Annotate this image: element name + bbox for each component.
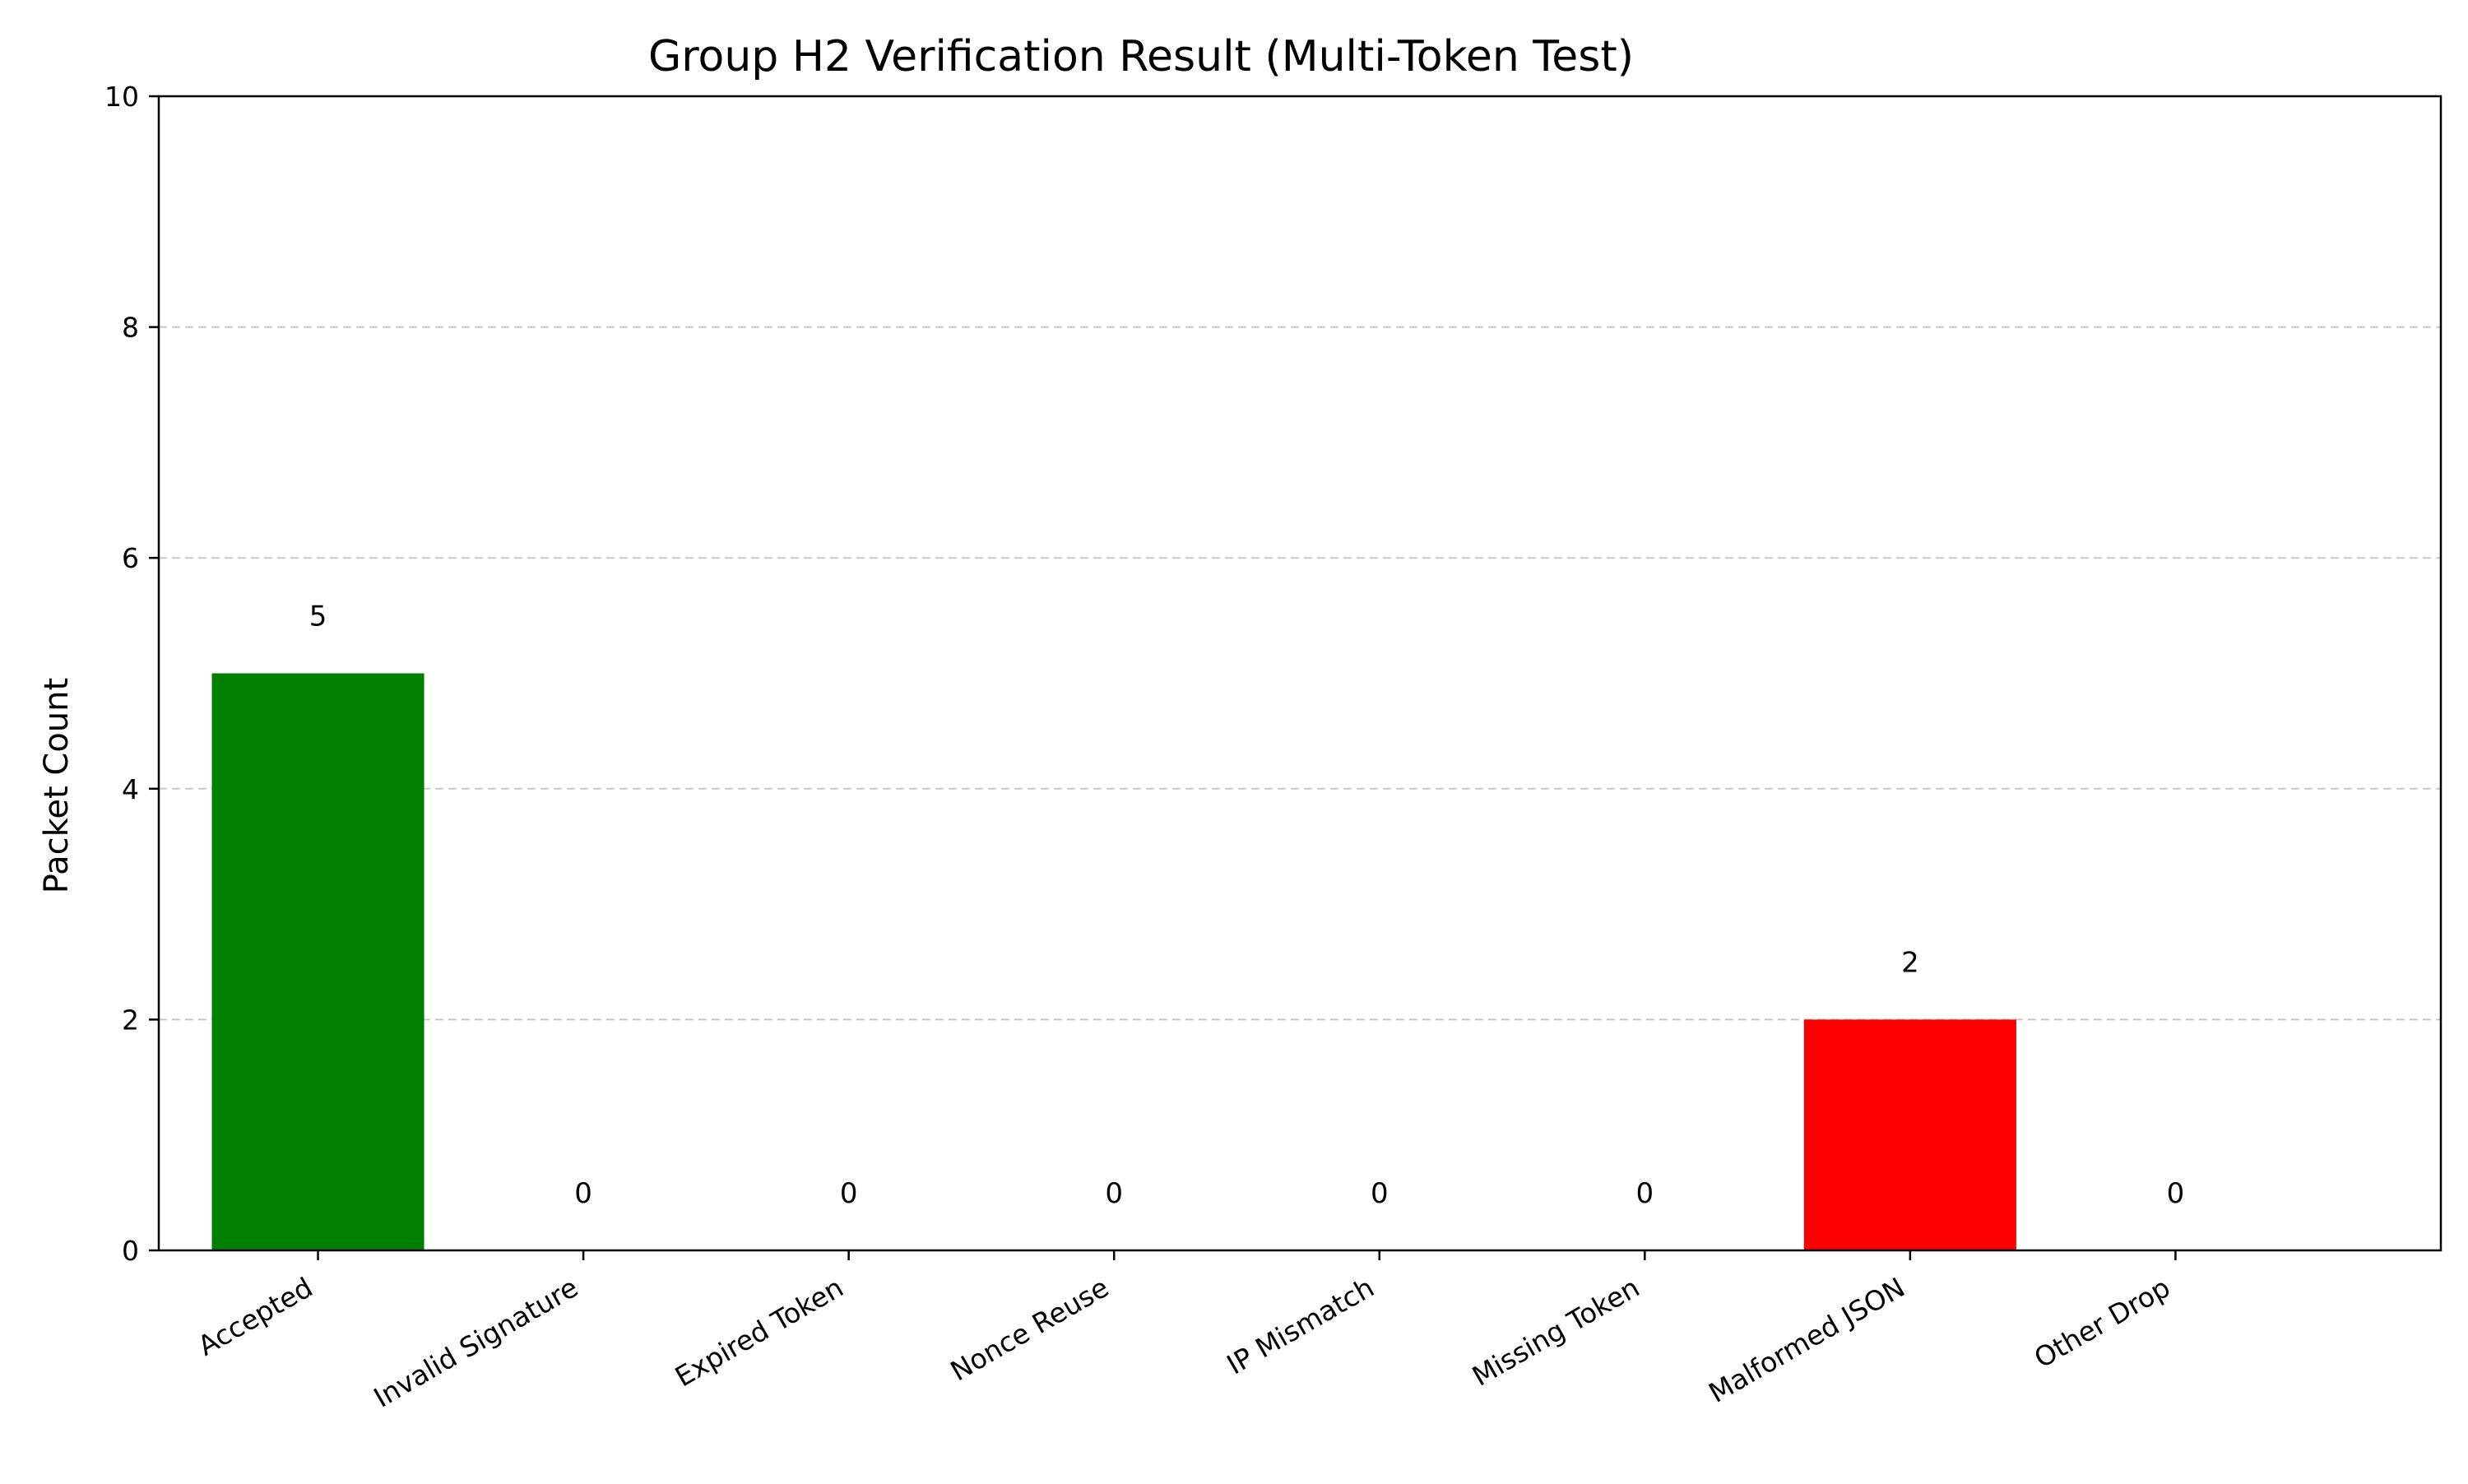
y-tick-label: 8 [122, 312, 139, 344]
value-label: 0 [1105, 1177, 1123, 1210]
y-tick-label: 2 [122, 1004, 139, 1036]
value-label: 0 [1636, 1177, 1654, 1210]
y-tick-label: 4 [122, 773, 139, 805]
value-label: 0 [2167, 1177, 2185, 1210]
y-tick-label: 0 [122, 1235, 139, 1267]
value-label: 0 [840, 1177, 858, 1210]
y-tick-label: 10 [104, 81, 139, 113]
bars [211, 673, 2016, 1250]
y-axis-label: Packet Count [38, 678, 76, 893]
value-labels: 5 0 0 0 0 0 2 0 [309, 600, 2185, 1210]
value-label: 0 [1371, 1177, 1389, 1210]
gridlines [159, 326, 2441, 1021]
value-label: 0 [574, 1177, 592, 1210]
plot-area-frame [157, 95, 2442, 1252]
y-tick-label: 6 [122, 542, 139, 574]
value-label: 5 [309, 600, 327, 633]
bar-accepted [211, 673, 424, 1250]
chart-title: Group H2 Verification Result (Multi-Toke… [648, 32, 1634, 81]
value-label: 2 [1901, 946, 1919, 979]
y-axis-ticks: 0 2 4 6 8 10 [104, 81, 159, 1267]
bar-malformed-json [1803, 1019, 2016, 1250]
